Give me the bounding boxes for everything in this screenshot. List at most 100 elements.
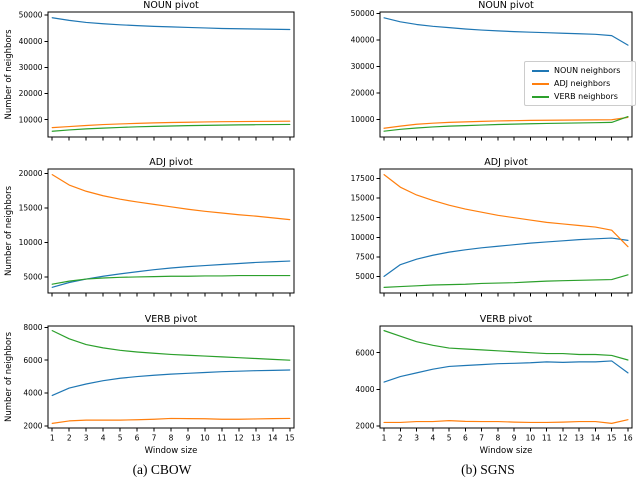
x-tick-label: 15: [607, 434, 617, 443]
x-tick-label: 13: [574, 434, 584, 443]
chart-noun-pivot-cbow: 10000 20000 30000 40000 50000 NOUN pivot Numbe…: [4, 0, 295, 141]
chart-adj-pivot-cbow: 5000 10000 15000 20000 ADJ pivot Number of ne…: [4, 157, 295, 297]
plot-frame: [379, 168, 633, 294]
x-tick-label: 15: [285, 434, 295, 443]
y-tick-label: 2000: [355, 422, 374, 431]
axis-ylabel: Number of neighbors: [4, 331, 14, 422]
y-tick-label: 10000: [19, 238, 43, 247]
series-line-verb-neighbors: [383, 274, 629, 288]
series-line-verb-neighbors: [51, 274, 291, 285]
y-tick-label: 20000: [19, 169, 43, 178]
y-tick-label: 40000: [351, 35, 375, 44]
x-tick-label: 6: [463, 434, 468, 443]
y-tick-label: 5000: [355, 272, 374, 281]
x-tick-label: 9: [186, 434, 191, 443]
y-tick-label: 50000: [351, 9, 375, 18]
x-tick-label: 2: [67, 434, 72, 443]
legend-item-noun: NOUN neighbors: [532, 66, 629, 75]
y-tick-label: 4000: [355, 385, 374, 394]
chart-title: ADJ pivot: [484, 157, 528, 168]
x-tick-label: 1: [382, 434, 387, 443]
x-tick-label: 3: [414, 434, 419, 443]
y-tick-label: 10000: [351, 115, 375, 124]
chart-legend: NOUN neighbors ADJ neighbors VERB neighb…: [524, 61, 636, 106]
x-tick-label: 13: [251, 434, 261, 443]
y-tick-label: 30000: [19, 63, 43, 72]
x-tick-label: 3: [84, 434, 89, 443]
x-tick-label: 11: [217, 434, 227, 443]
verb-line-swatch-icon: [532, 95, 549, 98]
series-line-adj-neighbors: [383, 174, 629, 248]
series-line-verb-neighbors: [51, 330, 291, 361]
series-line-noun-neighbors: [383, 237, 629, 278]
chart-title: VERB pivot: [480, 314, 533, 325]
legend-label-noun: NOUN neighbors: [554, 66, 621, 75]
caption-cbow: (a) CBOW: [132, 462, 192, 477]
series-line-noun-neighbors: [51, 369, 291, 397]
series-line-noun-neighbors: [51, 17, 291, 31]
x-tick-label: 9: [512, 434, 517, 443]
series-line-adj-neighbors: [383, 419, 629, 424]
y-tick-label: 15000: [351, 194, 375, 203]
series-line-noun-neighbors: [383, 360, 629, 383]
series-line-verb-neighbors: [383, 115, 629, 132]
adj-line-swatch-icon: [532, 82, 549, 85]
plot-frame: [379, 325, 633, 429]
y-tick-label: 20000: [351, 89, 375, 98]
chart-noun-pivot-sgns: 10000 20000 30000 40000 50000 NOUN pivot: [351, 0, 633, 141]
caption-sgns: (b) SGNS: [461, 462, 515, 477]
plot-frame: [47, 325, 295, 429]
legend-label-adj: ADJ neighbors: [554, 79, 611, 88]
y-tick-label: 4000: [23, 389, 42, 398]
x-tick-label: 1: [50, 434, 55, 443]
x-tick-label: 12: [234, 434, 244, 443]
x-tick-label: 7: [152, 434, 157, 443]
y-tick-label: 8000: [23, 323, 42, 332]
y-tick-label: 6000: [23, 356, 42, 365]
axis-xlabel: Window size: [480, 446, 533, 456]
x-tick-label: 2: [398, 434, 403, 443]
y-tick-label: 10000: [351, 233, 375, 242]
x-tick-label: 5: [118, 434, 123, 443]
legend-item-verb: VERB neighbors: [532, 92, 629, 101]
y-tick-label: 12500: [351, 213, 375, 222]
series-line-verb-neighbors: [383, 330, 629, 361]
x-tick-label: 10: [526, 434, 536, 443]
x-tick-label: 4: [101, 434, 106, 443]
y-tick-label: 20000: [19, 89, 43, 98]
series-line-adj-neighbors: [51, 417, 291, 424]
y-tick-label: 6000: [355, 348, 374, 357]
chart-title: ADJ pivot: [149, 157, 193, 168]
y-tick-label: 10000: [19, 115, 43, 124]
series-line-adj-neighbors: [51, 120, 291, 129]
legend-item-adj: ADJ neighbors: [532, 79, 629, 88]
y-tick-label: 30000: [351, 62, 375, 71]
axis-ylabel: Number of neighbors: [4, 29, 14, 120]
x-tick-label: 4: [430, 434, 435, 443]
y-tick-label: 40000: [19, 37, 43, 46]
legend-label-verb: VERB neighbors: [554, 92, 618, 101]
chart-title: NOUN pivot: [478, 0, 534, 11]
series-line-noun-neighbors: [383, 17, 629, 46]
chart-title: VERB pivot: [145, 314, 198, 325]
y-tick-label: 7500: [355, 252, 374, 261]
plot-frame: [47, 168, 295, 294]
x-tick-label: 11: [542, 434, 552, 443]
x-tick-label: 7: [479, 434, 484, 443]
y-tick-label: 5000: [23, 273, 42, 282]
x-tick-label: 14: [268, 434, 278, 443]
noun-line-swatch-icon: [532, 69, 549, 72]
y-tick-label: 15000: [19, 203, 43, 212]
series-line-noun-neighbors: [51, 260, 291, 288]
plot-frame: [47, 11, 295, 138]
series-line-verb-neighbors: [51, 123, 291, 132]
x-tick-label: 14: [591, 434, 601, 443]
chart-adj-pivot-sgns: 5000 7500 10000 12500 15000 17500 ADJ pivot: [351, 157, 633, 297]
x-tick-label: 6: [135, 434, 140, 443]
y-tick-label: 50000: [19, 11, 43, 20]
axis-xlabel: Window size: [145, 446, 198, 456]
y-tick-label: 17500: [351, 174, 375, 183]
